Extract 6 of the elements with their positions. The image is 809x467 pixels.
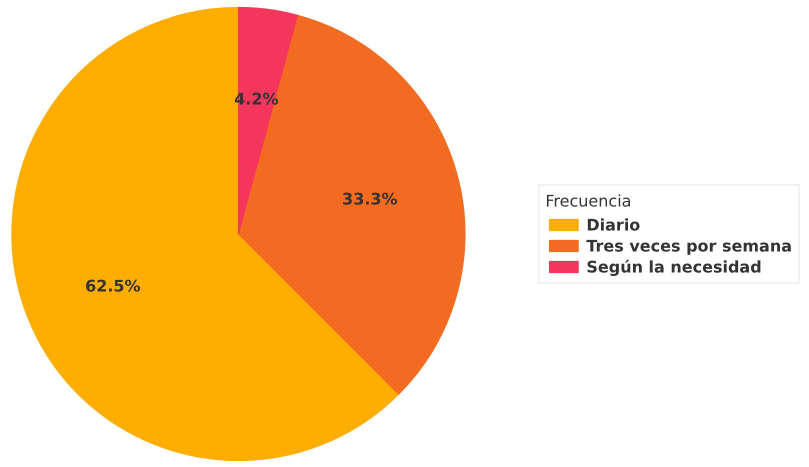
legend-label: Diario: [586, 215, 640, 234]
data-label: 33.3%: [342, 189, 398, 208]
legend-title: Frecuencia: [545, 191, 632, 210]
data-label: 62.5%: [85, 276, 141, 296]
legend-label: Según la necesidad: [586, 257, 762, 276]
legend-label: Tres veces por semana: [586, 236, 792, 255]
